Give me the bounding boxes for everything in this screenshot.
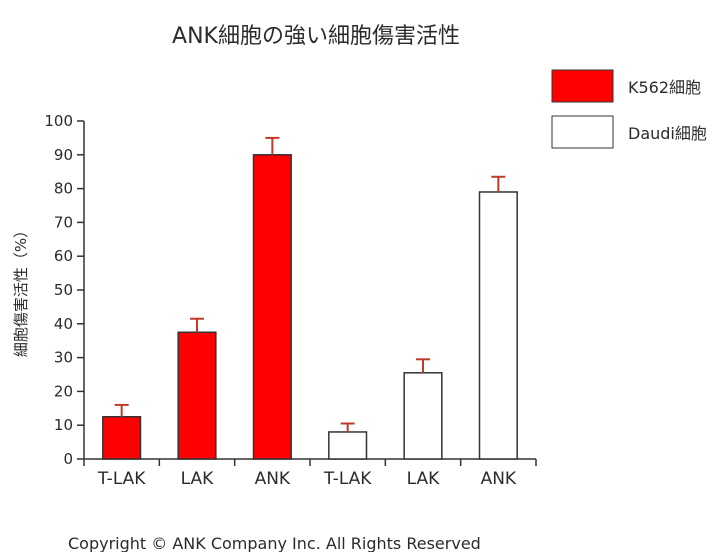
y-tick-label: 60	[54, 247, 73, 265]
y-tick-label: 0	[63, 450, 73, 468]
legend: K562細胞 Daudi細胞	[551, 69, 707, 149]
y-tick-label: 10	[54, 416, 73, 434]
y-tick-label: 40	[54, 315, 73, 333]
y-tick-label: 30	[54, 349, 73, 367]
y-tick-label: 50	[54, 281, 73, 299]
chart-title: ANK細胞の強い細胞傷害活性	[172, 24, 460, 49]
x-category-label: T-LAK	[97, 469, 146, 489]
legend-label-k562: K562細胞	[628, 78, 701, 97]
legend-swatch-k562	[551, 69, 614, 103]
y-tick-label: 90	[54, 146, 73, 164]
bar-daudi	[403, 372, 443, 460]
x-category-label: LAK	[407, 469, 440, 489]
bar-k562	[177, 331, 217, 460]
legend-swatch-daudi	[551, 115, 614, 149]
y-tick-label: 70	[54, 213, 73, 231]
bar-daudi	[478, 191, 518, 460]
legend-label-daudi: Daudi細胞	[628, 124, 707, 143]
x-category-label: ANK	[255, 469, 291, 489]
axes: 0 10 20 30 40 50 60 70 80 90 100	[44, 112, 537, 468]
bar-k562	[102, 416, 142, 460]
x-category-label: T-LAK	[323, 469, 372, 489]
bars	[102, 136, 518, 460]
bar-k562	[252, 154, 292, 460]
bar-daudi	[328, 431, 368, 460]
y-tick-label: 20	[54, 382, 73, 400]
x-category-label: LAK	[181, 469, 214, 489]
y-axis-label: 細胞傷害活性（%）	[12, 223, 30, 357]
copyright-text: Copyright © ANK Company Inc. All Rights …	[68, 534, 481, 552]
x-category-label: ANK	[481, 469, 517, 489]
y-tick-label: 80	[54, 180, 73, 198]
y-tick-label: 100	[44, 112, 73, 130]
category-labels: T-LAK LAK ANK T-LAK LAK ANK	[97, 469, 517, 489]
